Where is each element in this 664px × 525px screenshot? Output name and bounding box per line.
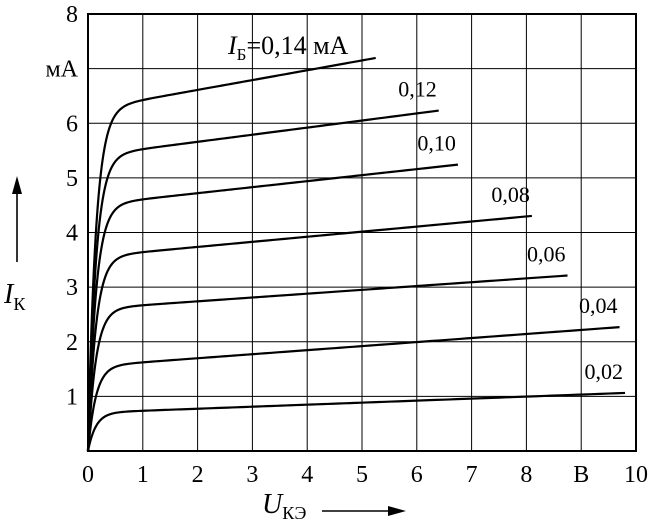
x-tick-label: 4 [301,462,313,488]
y-tick-label: 4 [66,221,78,247]
series-label: 0,08 [491,182,530,207]
param-label-rest: =0,14 мА [246,31,348,60]
y-axis-label-main: I [3,279,15,310]
x-axis-label: UКЭ [262,489,306,523]
param-label: IБ=0,14 мА [227,31,349,64]
y-tick-label: 3 [66,275,78,301]
series-label: 0,06 [527,242,566,267]
series-label: 0,10 [417,131,456,156]
x-tick-label: 8 [520,462,532,488]
x-tick-label: 3 [246,462,258,488]
series-label: 0,02 [585,359,624,384]
series-label: 0,12 [398,77,437,102]
y-axis-arrow-head [12,176,22,194]
y-tick-label: 8 [66,2,78,28]
y-tick-label: 1 [66,384,78,410]
series-label: 0,04 [579,293,618,318]
x-tick-label: 5 [356,462,368,488]
series-curve [86,163,459,452]
x-tick-label: 0 [82,462,94,488]
x-axis-label-main: U [262,489,284,520]
y-tick-label: 5 [66,166,78,192]
x-axis-arrow-head [388,506,406,516]
x-tick-labels: 0 1 2 3 4 5 6 7 8 В 10 [82,462,648,488]
param-label-sub: Б [237,45,247,64]
series-curve [86,56,376,452]
y-tick-label: мА [45,57,78,83]
x-tick-label: 7 [466,462,478,488]
series-curve [86,274,568,452]
y-axis-label-sub: К [13,294,26,314]
param-label-main: I [227,31,238,60]
x-tick-label: В [573,462,589,488]
series-labels: 0,02 0,04 0,06 0,08 0,10 0,12 [398,77,623,384]
y-axis-label: IК [3,279,26,314]
y-tick-label: 2 [66,330,78,356]
series-curve [86,214,532,452]
x-tick-label: 10 [624,462,648,488]
y-tick-labels: 1 2 3 4 5 6 мА 8 [45,2,78,410]
x-tick-label: 2 [192,462,204,488]
y-tick-label: 6 [66,111,78,137]
x-tick-label: 1 [137,462,149,488]
series-curve [86,109,439,452]
x-axis-label-sub: КЭ [282,503,306,523]
series-curve [86,326,620,452]
curves [86,56,626,453]
x-tick-label: 6 [411,462,423,488]
series-curve [86,391,626,453]
plot-frame [87,13,637,452]
